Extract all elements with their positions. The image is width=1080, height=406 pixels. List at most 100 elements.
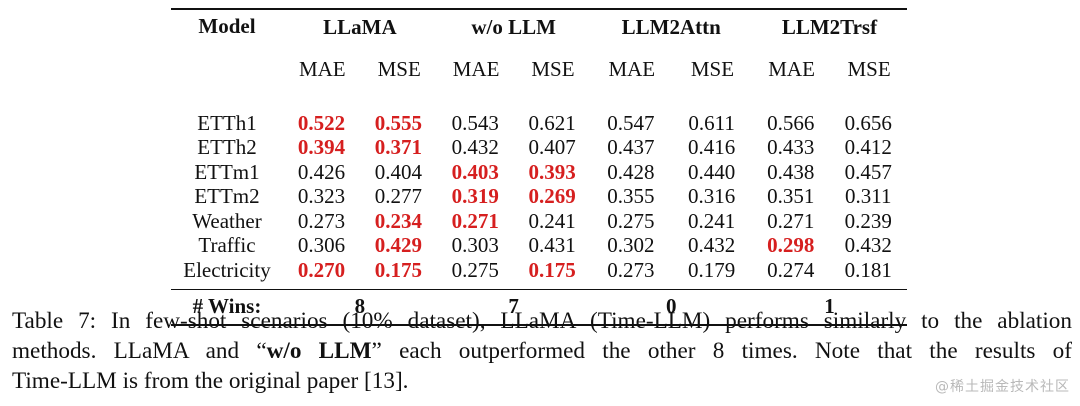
metric-pair: MAE MSE: [752, 59, 907, 80]
metric-group-llm2attn: MAE MSE: [591, 38, 752, 101]
dataset-name: Electricity: [183, 257, 271, 282]
value-llama-mse: 0.555: [374, 110, 422, 135]
value-llm2trsf-mse: 0.239: [844, 208, 892, 233]
wins-llm2attn: 0: [666, 294, 677, 318]
caption-line-2-end: ” each outperformed the other 8 times. N…: [371, 338, 1072, 364]
results-table-container: Model LLaMA w/o LLM LLM2Attn LLM2Trsf MA…: [171, 8, 907, 326]
value-llm2attn-mae: 0.428: [607, 159, 655, 184]
value-llama-mae: 0.273: [297, 208, 346, 233]
caption-line-3: Time-LLM is from the original paper [13]…: [12, 368, 409, 394]
value-wo-llm-mse: 0.269: [528, 184, 576, 209]
value-llm2attn-mae: 0.302: [607, 233, 655, 258]
metric-header-mae: MAE: [298, 57, 346, 81]
value-wo-llm-mae: 0.303: [451, 233, 499, 258]
value-llama-mse: 0.234: [374, 208, 422, 233]
table-row: ETTm1 0.426 0.404 0.403 0.393 0.428 0.440 0.438…: [171, 160, 907, 185]
value-llama-mse: 0.175: [374, 257, 422, 282]
metric-header-row: MAE MSE MAE MSE MAE: [171, 38, 907, 101]
value-wo-llm-mse: 0.175: [528, 257, 576, 282]
group-header-llm2trsf: LLM2Trsf: [781, 15, 878, 39]
metric-pair: MAE MSE: [437, 59, 591, 80]
caption-line-2-start: methods. LLaMA and “: [12, 338, 267, 364]
table-row: Weather 0.273 0.234 0.271 0.241 0.275 0.241 0.2…: [171, 209, 907, 234]
metric-group-llm2trsf: MAE MSE: [752, 38, 907, 101]
value-llm2trsf-mae: 0.566: [767, 110, 815, 135]
dataset-name: ETTm1: [194, 159, 260, 184]
value-wo-llm-mae: 0.275: [451, 257, 499, 282]
metric-group-llama: MAE MSE: [283, 38, 437, 101]
watermark-text: @稀土掘金技术社区: [935, 379, 1070, 395]
value-llm2trsf-mse: 0.412: [844, 135, 892, 160]
wins-llm2trsf: 1: [824, 294, 835, 318]
value-llama-mae: 0.426: [297, 159, 346, 184]
value-llama-mse: 0.371: [374, 135, 422, 160]
metric-header-mae: MAE: [768, 57, 815, 81]
table-body: ETTh1 0.522 0.555 0.543 0.621 0.547 0.611 0.566…: [171, 101, 907, 289]
value-llm2trsf-mae: 0.298: [767, 233, 815, 258]
table-caption: Table 7: In few-shot scenarios (10% data…: [12, 306, 1072, 396]
value-wo-llm-mae: 0.319: [451, 184, 499, 209]
group-header-llm2attn: LLM2Attn: [621, 15, 721, 39]
metric-header-mse: MSE: [847, 57, 891, 81]
dataset-name: Weather: [192, 208, 262, 233]
value-llm2trsf-mae: 0.351: [767, 184, 815, 209]
value-llm2attn-mse: 0.440: [687, 159, 736, 184]
value-llama-mae: 0.306: [297, 233, 346, 258]
value-llama-mse: 0.404: [374, 159, 422, 184]
value-llama-mae: 0.270: [297, 257, 346, 282]
value-llama-mse: 0.429: [374, 233, 422, 258]
metric-pair: MAE MSE: [591, 59, 752, 80]
value-wo-llm-mae: 0.432: [451, 135, 499, 160]
value-wo-llm-mae: 0.271: [451, 208, 499, 233]
dataset-name: ETTh1: [197, 110, 257, 135]
value-llm2attn-mae: 0.275: [607, 208, 655, 233]
value-llama-mae: 0.522: [297, 110, 346, 135]
value-llm2trsf-mae: 0.274: [767, 257, 815, 282]
value-llm2attn-mse: 0.611: [688, 110, 735, 135]
value-wo-llm-mse: 0.407: [528, 135, 576, 160]
model-header: Model: [198, 14, 256, 38]
table-row: ETTh1 0.522 0.555 0.543 0.621 0.547 0.611 0.566…: [171, 101, 907, 136]
table-row: Traffic 0.306 0.429 0.303 0.431 0.302 0.432 0.2…: [171, 234, 907, 259]
value-llm2attn-mse: 0.416: [687, 135, 736, 160]
wins-label: # Wins:: [192, 294, 262, 318]
value-wo-llm-mse: 0.393: [528, 159, 576, 184]
caption-line-2: methods. LLaMA and “w/o LLM” each outper…: [12, 336, 1072, 366]
table-row: Electricity 0.270 0.175 0.275 0.175 0.273 0.17…: [171, 258, 907, 289]
metric-header-mse: MSE: [377, 57, 421, 81]
value-wo-llm-mse: 0.431: [528, 233, 576, 258]
value-wo-llm-mse: 0.241: [528, 208, 576, 233]
value-llm2trsf-mse: 0.181: [844, 257, 892, 282]
metric-header-mse: MSE: [690, 57, 735, 81]
value-llm2attn-mse: 0.179: [687, 257, 736, 282]
value-llm2attn-mae: 0.273: [607, 257, 655, 282]
value-llm2trsf-mse: 0.311: [844, 184, 892, 209]
metric-header-mse: MSE: [531, 57, 575, 81]
table-row: ETTh2 0.394 0.371 0.432 0.407 0.437 0.416 0.433…: [171, 136, 907, 161]
metric-header-mae: MAE: [452, 57, 500, 81]
wins-row: # Wins: 8 7 0 1: [171, 289, 907, 325]
table-row: ETTm2 0.323 0.277 0.319 0.269 0.355 0.316 0.351…: [171, 185, 907, 210]
value-llama-mse: 0.277: [374, 184, 422, 209]
group-header-llama: LLaMA: [323, 15, 397, 39]
value-llm2trsf-mse: 0.432: [844, 233, 892, 258]
caption-wo-llm-bold: w/o LLM: [266, 338, 372, 364]
value-llm2trsf-mse: 0.457: [844, 159, 892, 184]
value-llama-mae: 0.394: [297, 135, 346, 160]
value-llm2attn-mse: 0.241: [687, 208, 736, 233]
metric-pair: MAE MSE: [283, 59, 437, 80]
caption-line-1: Table 7: In few-shot scenarios (10% data…: [12, 308, 1072, 334]
metric-header-mae: MAE: [608, 57, 656, 81]
group-header-row: Model LLaMA w/o LLM LLM2Attn LLM2Trsf: [171, 9, 907, 38]
value-wo-llm-mae: 0.403: [451, 159, 499, 184]
value-llm2trsf-mae: 0.271: [767, 208, 815, 233]
value-llm2trsf-mae: 0.438: [767, 159, 815, 184]
dataset-name: ETTm2: [194, 184, 260, 209]
value-wo-llm-mae: 0.543: [451, 110, 499, 135]
value-llama-mae: 0.323: [297, 184, 346, 209]
dataset-name: Traffic: [198, 233, 256, 258]
value-llm2trsf-mse: 0.656: [844, 110, 892, 135]
value-llm2attn-mse: 0.316: [687, 184, 736, 209]
value-llm2attn-mae: 0.355: [607, 184, 655, 209]
results-table: Model LLaMA w/o LLM LLM2Attn LLM2Trsf MA…: [171, 8, 907, 326]
